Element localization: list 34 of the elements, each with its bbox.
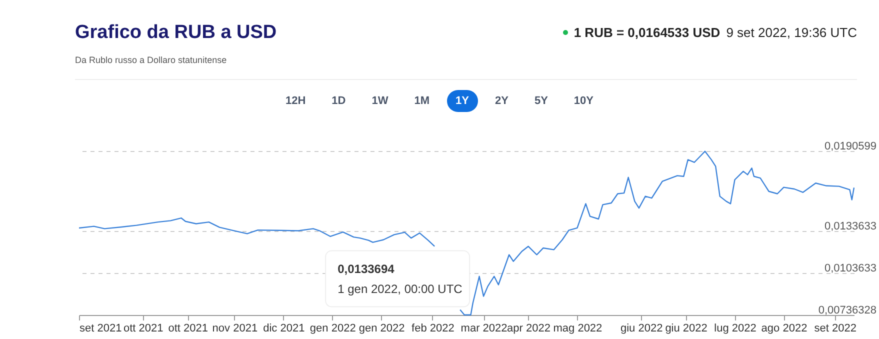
chart-title: Grafico da RUB a USD [75,22,277,44]
text: 10Y [572,94,594,109]
x-tick-label: mar 2022 [460,322,508,334]
text: 9 set 2022, 19:36 UTC [726,25,857,40]
x-tick-label: gen 2022 [358,322,405,334]
x-tick-label: feb 2022 [412,322,454,334]
x-tick-label: mag 2022 [553,322,602,334]
text: 1W [370,94,390,109]
text: 1M [413,94,431,109]
x-tick-label: gen 2022 [310,322,356,334]
x-tick-label: nov 2021 [212,322,258,334]
x-tick-label: set 2022 [814,322,856,334]
chart-subtitle: Da Rublo russo a Dollaro statunitense [75,55,227,65]
x-tick-label: dic 2021 [263,322,305,334]
x-tick-label: giu 2022 [665,322,708,334]
x-tick-label: set 2021 [80,322,122,334]
text: 2Y [494,94,510,109]
text: 1Y [446,90,478,112]
x-tick-label: ott 2021 [123,322,164,334]
x-tick-label: giu 2022 [620,322,663,334]
text: 12H [284,94,307,109]
text: 5Y [533,94,549,109]
x-tick-label: lug 2022 [714,322,756,334]
x-tick-label: apr 2022 [507,322,550,334]
annotation: 1 gen 2022, 00:00 UTC [338,282,463,296]
x-tick-label: ott 2021 [168,322,208,334]
text: 1D [330,94,347,109]
text: 1 RUB = 0,0164533 USD [574,25,720,40]
y-tick-label: 0,0133633 [824,220,876,232]
y-tick-label: 0,0103633 [824,262,876,274]
y-tick-label: 0,00736328 [818,304,876,316]
annotation: 0,0133694 [338,262,395,276]
x-tick-label: ago 2022 [761,322,808,334]
y-tick-label: 0,0190599 [824,140,876,152]
